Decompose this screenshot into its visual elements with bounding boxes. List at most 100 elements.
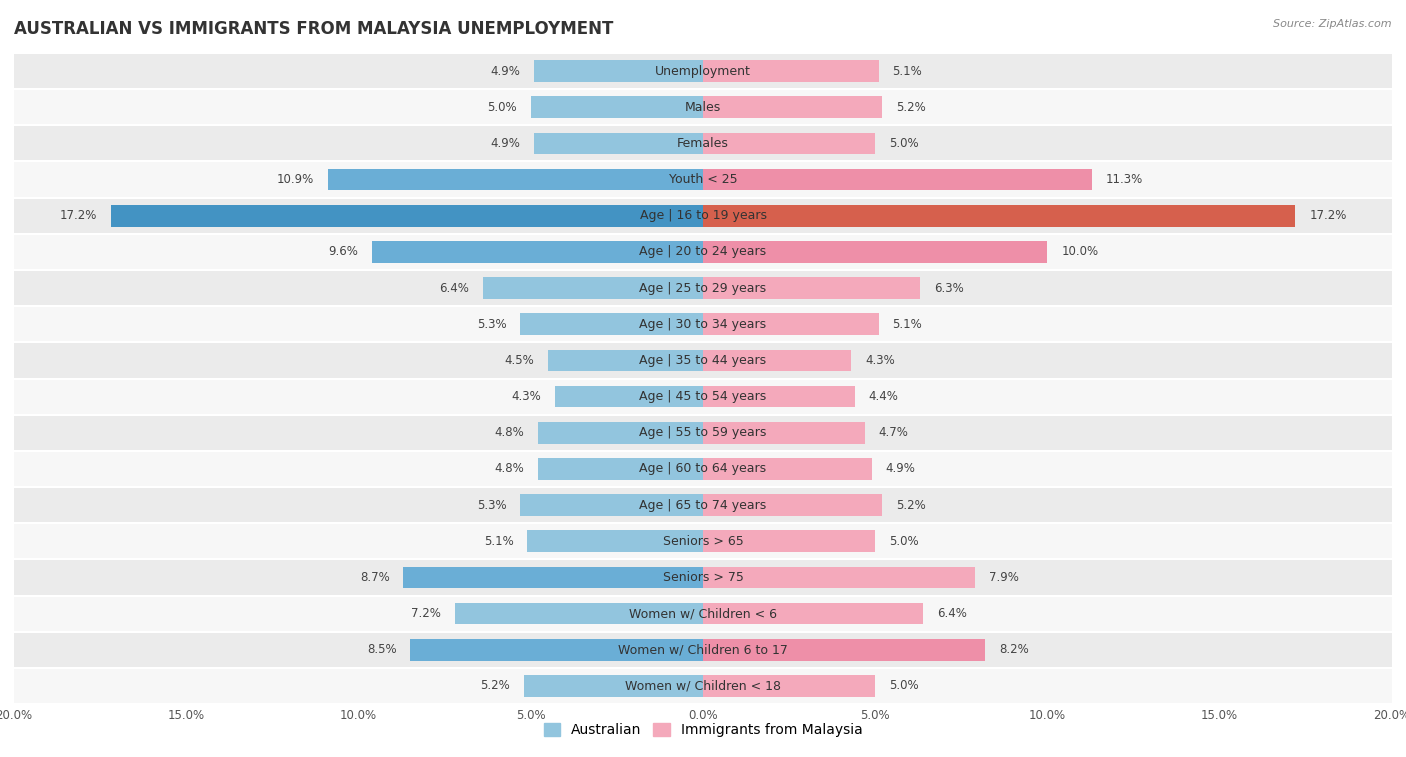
Text: 4.3%: 4.3% <box>865 354 894 367</box>
Legend: Australian, Immigrants from Malaysia: Australian, Immigrants from Malaysia <box>538 718 868 743</box>
Text: 10.9%: 10.9% <box>277 173 314 186</box>
Bar <box>527 531 703 552</box>
Bar <box>703 313 879 335</box>
Text: 7.9%: 7.9% <box>988 571 1019 584</box>
Bar <box>14 378 1392 415</box>
Bar <box>703 386 855 407</box>
Bar <box>14 487 1392 523</box>
Text: Age | 16 to 19 years: Age | 16 to 19 years <box>640 209 766 223</box>
Text: 5.1%: 5.1% <box>893 64 922 77</box>
Text: Females: Females <box>678 137 728 150</box>
Bar <box>531 96 703 118</box>
Text: 5.2%: 5.2% <box>896 101 925 114</box>
Text: 5.0%: 5.0% <box>889 534 918 548</box>
Bar <box>555 386 703 407</box>
Bar <box>703 61 879 82</box>
Bar <box>703 277 920 299</box>
Bar <box>14 631 1392 668</box>
Bar <box>520 494 703 516</box>
Text: 4.8%: 4.8% <box>494 426 524 439</box>
Text: 4.9%: 4.9% <box>886 463 915 475</box>
Text: Source: ZipAtlas.com: Source: ZipAtlas.com <box>1274 19 1392 29</box>
Bar <box>14 89 1392 126</box>
Text: 4.7%: 4.7% <box>879 426 908 439</box>
Text: Women w/ Children < 18: Women w/ Children < 18 <box>626 680 780 693</box>
Text: 5.3%: 5.3% <box>477 499 506 512</box>
Text: 9.6%: 9.6% <box>329 245 359 258</box>
Bar <box>14 198 1392 234</box>
Bar <box>703 458 872 480</box>
Bar <box>14 668 1392 704</box>
Bar <box>703 241 1047 263</box>
Bar <box>14 559 1392 596</box>
Bar <box>14 270 1392 306</box>
Bar <box>14 451 1392 487</box>
Text: 7.2%: 7.2% <box>412 607 441 620</box>
Text: 8.7%: 8.7% <box>360 571 389 584</box>
Text: 5.3%: 5.3% <box>477 318 506 331</box>
Text: 11.3%: 11.3% <box>1107 173 1143 186</box>
Text: 4.4%: 4.4% <box>869 390 898 403</box>
Text: 8.5%: 8.5% <box>367 643 396 656</box>
Text: Age | 20 to 24 years: Age | 20 to 24 years <box>640 245 766 258</box>
Bar <box>14 415 1392 451</box>
Bar <box>548 350 703 371</box>
Text: 8.2%: 8.2% <box>1000 643 1029 656</box>
Bar <box>703 494 882 516</box>
Text: Youth < 25: Youth < 25 <box>669 173 737 186</box>
Text: 5.1%: 5.1% <box>893 318 922 331</box>
Text: 10.0%: 10.0% <box>1062 245 1098 258</box>
Text: 5.0%: 5.0% <box>889 680 918 693</box>
Bar <box>328 169 703 191</box>
Bar <box>703 422 865 444</box>
Text: Seniors > 75: Seniors > 75 <box>662 571 744 584</box>
Text: Age | 60 to 64 years: Age | 60 to 64 years <box>640 463 766 475</box>
Text: AUSTRALIAN VS IMMIGRANTS FROM MALAYSIA UNEMPLOYMENT: AUSTRALIAN VS IMMIGRANTS FROM MALAYSIA U… <box>14 20 613 38</box>
Text: Unemployment: Unemployment <box>655 64 751 77</box>
Bar <box>404 566 703 588</box>
Bar <box>520 313 703 335</box>
Text: Age | 35 to 44 years: Age | 35 to 44 years <box>640 354 766 367</box>
Text: Males: Males <box>685 101 721 114</box>
Bar <box>703 205 1295 226</box>
Text: 5.0%: 5.0% <box>488 101 517 114</box>
Text: Age | 45 to 54 years: Age | 45 to 54 years <box>640 390 766 403</box>
Bar <box>534 61 703 82</box>
Text: Age | 65 to 74 years: Age | 65 to 74 years <box>640 499 766 512</box>
Bar <box>14 234 1392 270</box>
Text: 6.3%: 6.3% <box>934 282 963 294</box>
Bar <box>703 531 875 552</box>
Bar <box>14 596 1392 631</box>
Bar <box>14 126 1392 161</box>
Text: 17.2%: 17.2% <box>59 209 97 223</box>
Bar <box>14 342 1392 378</box>
Text: 5.2%: 5.2% <box>481 680 510 693</box>
Bar <box>373 241 703 263</box>
Text: Women w/ Children < 6: Women w/ Children < 6 <box>628 607 778 620</box>
Bar <box>14 161 1392 198</box>
Text: Seniors > 65: Seniors > 65 <box>662 534 744 548</box>
Text: Age | 30 to 34 years: Age | 30 to 34 years <box>640 318 766 331</box>
Text: 17.2%: 17.2% <box>1309 209 1347 223</box>
Bar <box>14 523 1392 559</box>
Text: 4.8%: 4.8% <box>494 463 524 475</box>
Bar <box>537 422 703 444</box>
Text: 4.5%: 4.5% <box>505 354 534 367</box>
Bar <box>14 306 1392 342</box>
Bar <box>703 603 924 625</box>
Text: 6.4%: 6.4% <box>938 607 967 620</box>
Bar <box>703 96 882 118</box>
Bar <box>456 603 703 625</box>
Text: 5.2%: 5.2% <box>896 499 925 512</box>
Bar <box>534 132 703 154</box>
Bar <box>482 277 703 299</box>
Bar <box>703 350 851 371</box>
Text: Women w/ Children 6 to 17: Women w/ Children 6 to 17 <box>619 643 787 656</box>
Text: 4.9%: 4.9% <box>491 64 520 77</box>
Bar <box>537 458 703 480</box>
Bar <box>703 169 1092 191</box>
Text: 4.9%: 4.9% <box>491 137 520 150</box>
Text: 5.0%: 5.0% <box>889 137 918 150</box>
Bar <box>703 675 875 696</box>
Bar <box>524 675 703 696</box>
